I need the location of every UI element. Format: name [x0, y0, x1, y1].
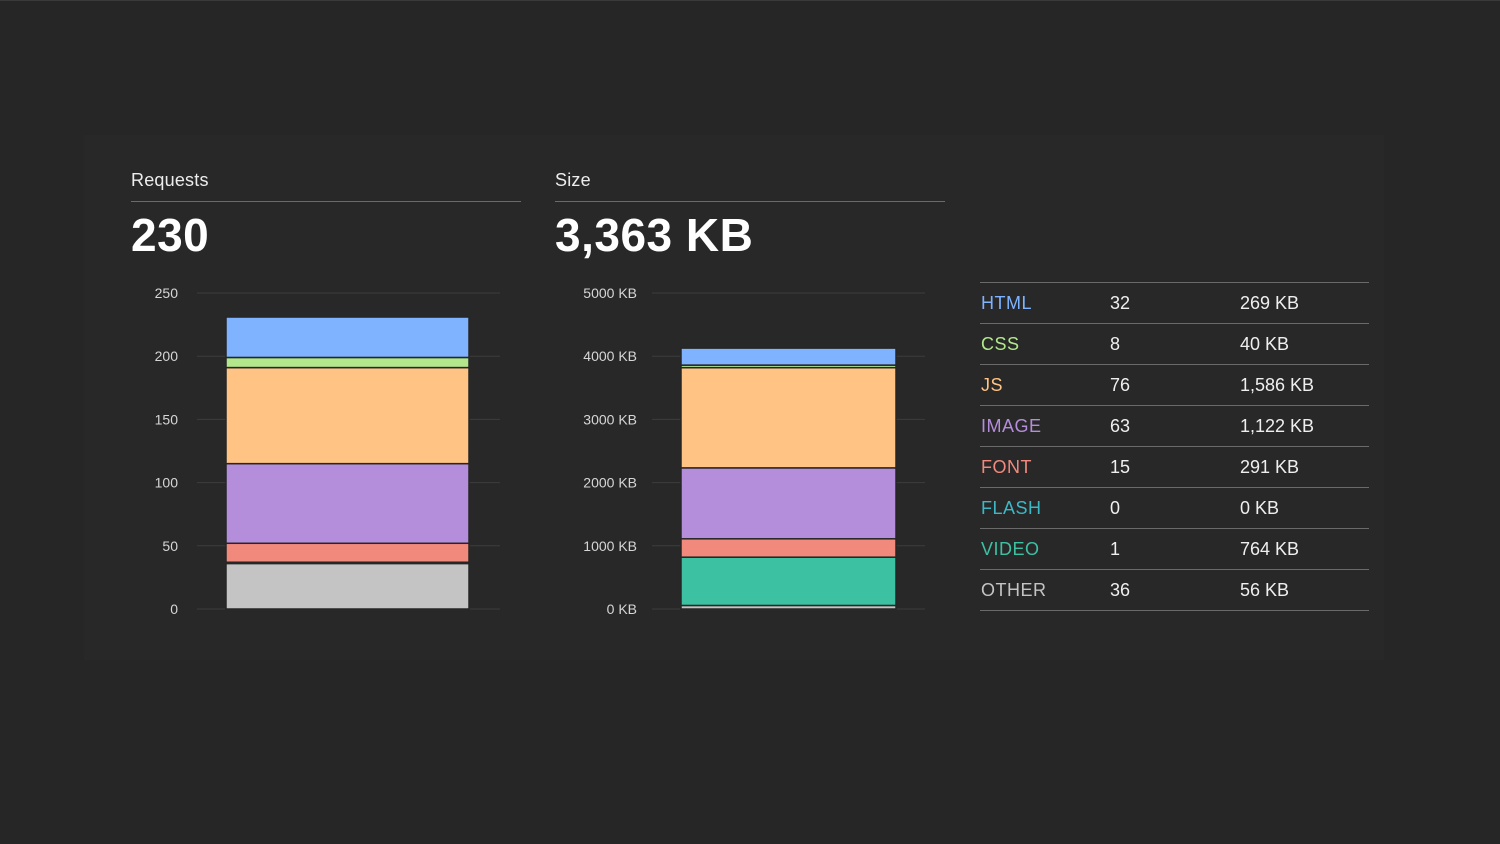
legend-count: 63	[1110, 416, 1131, 436]
legend-count: 36	[1110, 580, 1131, 600]
legend-row-video: VIDEO 1 764 KB	[980, 528, 1369, 569]
bar-segment-image	[225, 462, 470, 545]
y-tick-label: 4000 KB	[583, 348, 637, 364]
legend-size: 764 KB	[1240, 539, 1300, 559]
legend-type: FONT	[981, 457, 1032, 477]
legend-type: HTML	[981, 293, 1032, 313]
legend-size: 1,586 KB	[1240, 375, 1315, 395]
requests-divider	[131, 201, 521, 202]
y-tick-label: 5000 KB	[583, 285, 637, 301]
y-tick-label: 0	[170, 601, 178, 617]
legend-row-other: OTHER 36 56 KB	[980, 569, 1369, 611]
y-tick-label: 250	[155, 285, 179, 301]
legend-size: 0 KB	[1240, 498, 1280, 518]
legend-type: IMAGE	[981, 416, 1042, 436]
legend-count: 32	[1110, 293, 1131, 313]
bar-segment-font	[225, 542, 470, 563]
y-tick-label: 3000 KB	[583, 411, 637, 427]
legend-row-font: FONT 15 291 KB	[980, 446, 1369, 487]
legend-size: 291 KB	[1240, 457, 1300, 477]
legend-row-css: CSS 8 40 KB	[980, 323, 1369, 364]
bar-segment-css	[225, 356, 470, 369]
requests-title: Requests	[131, 170, 209, 190]
legend-size: 56 KB	[1240, 580, 1290, 600]
legend-row-image: IMAGE 63 1,122 KB	[980, 405, 1369, 446]
bar-segment-image	[680, 467, 897, 540]
legend-row-html: HTML 32 269 KB	[980, 282, 1369, 323]
bar-segment-other	[225, 562, 470, 610]
bar-segment-font	[680, 538, 897, 558]
requests-chart: 0 50 100 150 200 250	[155, 285, 500, 617]
legend-row-js: JS 76 1,586 KB	[980, 364, 1369, 405]
y-tick-label: 200	[155, 348, 179, 364]
top-border	[0, 0, 1500, 1]
bar-segment-html	[225, 316, 470, 359]
legend-count: 0	[1110, 498, 1121, 518]
requests-total: 230	[131, 209, 210, 261]
legend-size: 40 KB	[1240, 334, 1290, 354]
size-title: Size	[555, 170, 591, 190]
y-tick-label: 1000 KB	[583, 538, 637, 554]
bar-segment-js	[680, 366, 897, 469]
y-tick-label: 150	[155, 411, 179, 427]
size-header: Size 3,363 KB	[555, 168, 945, 260]
bar-segment-js	[225, 366, 470, 465]
y-tick-label: 100	[155, 475, 179, 491]
size-chart: 0 KB 1000 KB 2000 KB 3000 KB 4000 KB 5000 KB	[583, 285, 925, 617]
legend-size: 1,122 KB	[1240, 416, 1315, 436]
legend-row-flash: FLASH 0 0 KB	[980, 487, 1369, 528]
legend-type: FLASH	[981, 498, 1042, 518]
requests-header: Requests 230	[131, 168, 521, 260]
legend-type: CSS	[981, 334, 1020, 354]
bar-segment-html	[680, 347, 897, 366]
y-tick-label: 50	[162, 538, 178, 554]
y-tick-label: 2000 KB	[583, 475, 637, 491]
size-total: 3,363 KB	[555, 209, 754, 261]
legend-type: JS	[981, 375, 1004, 395]
legend-size: 269 KB	[1240, 293, 1300, 313]
bar-segment-video	[680, 556, 897, 607]
legend-count: 15	[1110, 457, 1131, 477]
legend-type: OTHER	[981, 580, 1047, 600]
y-tick-label: 0 KB	[607, 601, 637, 617]
legend-count: 8	[1110, 334, 1121, 354]
legend-count: 76	[1110, 375, 1131, 395]
legend-count: 1	[1110, 539, 1121, 559]
legend-type: VIDEO	[981, 539, 1040, 559]
size-divider	[555, 201, 945, 202]
type-breakdown-table: HTML 32 269 KB CSS 8 40 KB JS 76 1,586 K…	[980, 282, 1369, 611]
